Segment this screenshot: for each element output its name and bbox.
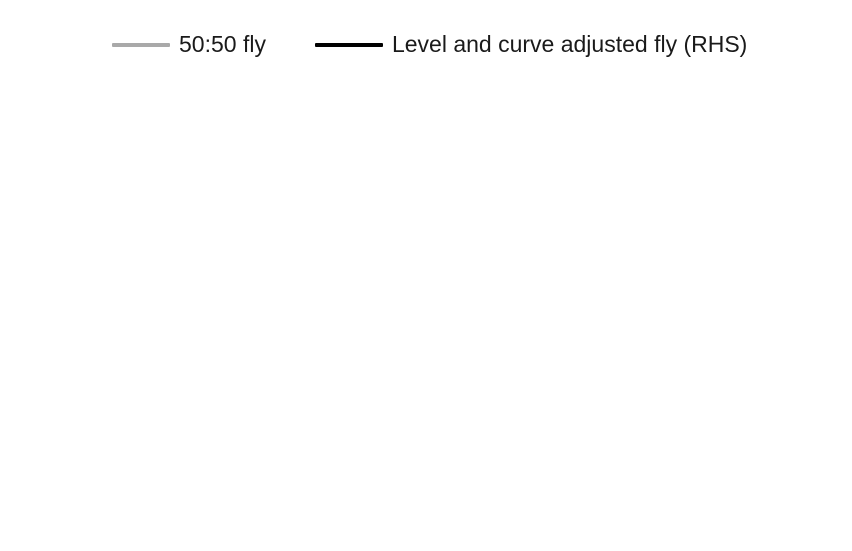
legend-label-5050-fly: 50:50 fly (179, 31, 266, 57)
legend-line-swatch-adjusted-fly (314, 42, 383, 47)
legend-label-adjusted-fly: Level and curve adjusted fly (RHS) (391, 31, 748, 57)
chart-legend: 50:50 fly Level and curve adjusted fly (… (112, 31, 747, 58)
legend-line-swatch-5050-fly (112, 42, 170, 47)
